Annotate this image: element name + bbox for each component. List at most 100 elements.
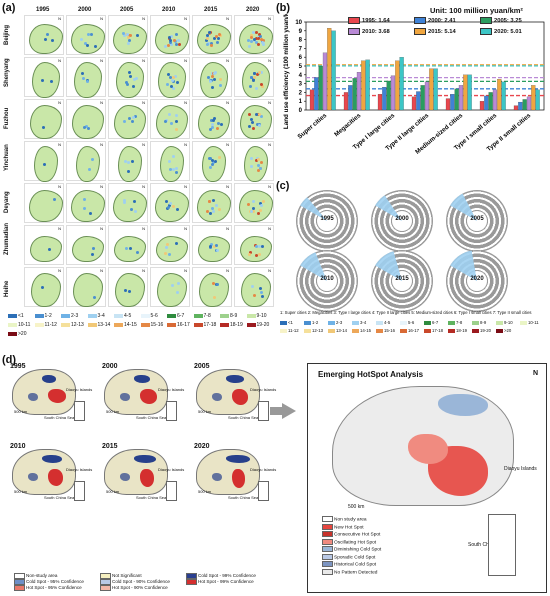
legend-swatch	[114, 313, 123, 318]
land-efficiency-patch	[175, 290, 179, 294]
islands-label: Diaoyu Islands	[250, 467, 277, 472]
y-tick-label: 9	[299, 29, 303, 35]
legend-text: 15-16	[150, 322, 164, 328]
legend-text: 7-8	[203, 313, 211, 319]
map-cell-yinchuan-1995: N	[24, 141, 64, 182]
south-china-sea-inset	[258, 401, 269, 421]
land-efficiency-patch	[259, 83, 263, 87]
land-efficiency-patch	[258, 201, 262, 205]
land-efficiency-patch	[257, 33, 261, 37]
ring-legend-item: 11-12	[280, 328, 299, 333]
legend-item: 3-4	[87, 313, 105, 319]
bar-2020-4	[467, 74, 472, 111]
bar-2005-4	[454, 88, 459, 111]
hotspot-legend-item: Non-study area	[14, 573, 57, 579]
legend-swatch	[280, 321, 287, 325]
panel-a-legend: <1 1-2 2-3 3-4 4-5 5-6 6-7 7-8 8-9 9-10 10-11 11-12…	[8, 313, 273, 343]
land-efficiency-patch	[175, 127, 179, 131]
bar-1995-0	[309, 89, 315, 111]
north-arrow-icon: N	[226, 142, 229, 147]
legend-swatch	[220, 322, 229, 327]
legend-swatch	[304, 329, 311, 333]
ring-legend-item: 13-14	[328, 328, 347, 333]
city-boundary-shape	[76, 146, 100, 182]
north-arrow-icon: N	[100, 226, 103, 231]
land-efficiency-patch	[210, 74, 214, 78]
map-cell-deyang-2015: N	[192, 183, 232, 223]
map-cell-fuzhou-2020: N	[234, 99, 274, 139]
land-efficiency-patch	[247, 124, 251, 128]
legend-swatch	[322, 523, 333, 530]
year-label-1995: 1995	[36, 7, 50, 13]
land-efficiency-patch	[125, 247, 129, 251]
legend-text: Cold Spot - 90% Confidence	[112, 579, 170, 585]
city-boundary-shape	[72, 105, 104, 139]
city-label-heihe: Heihe	[4, 280, 10, 297]
land-efficiency-patch	[127, 161, 131, 165]
map-cell-beijing-2020: N	[234, 15, 274, 55]
legend-swatch	[220, 313, 229, 318]
land-efficiency-patch	[260, 85, 264, 89]
land-efficiency-patch	[251, 78, 255, 82]
cold-spot-region	[212, 473, 222, 481]
map-cell-yinchuan-2015: N	[192, 141, 232, 182]
china-map-shape	[12, 369, 76, 415]
land-efficiency-patch	[258, 113, 262, 117]
legend-text: No Pattern Detected	[334, 569, 378, 575]
ring-legend-item: 7-8	[448, 320, 462, 325]
land-efficiency-patch	[48, 248, 52, 252]
land-efficiency-patch	[134, 114, 138, 118]
north-arrow-icon: N	[226, 58, 229, 63]
cold-spot-region	[120, 473, 130, 481]
land-efficiency-patch	[51, 39, 55, 43]
north-arrow-icon: N	[142, 142, 145, 147]
chart-legend-item: 2000: 2.41	[414, 17, 456, 24]
map-cell-beijing-2015: N	[192, 15, 232, 55]
land-efficiency-patch	[164, 251, 167, 255]
bar-1995-2	[377, 94, 383, 111]
hotspot-legend-item: Not Significant	[100, 573, 142, 579]
land-efficiency-patch	[175, 242, 179, 246]
city-boundary-shape	[160, 146, 184, 182]
legend-swatch	[193, 322, 203, 327]
land-efficiency-patch	[208, 166, 212, 170]
city-boundary-shape	[198, 236, 230, 262]
north-arrow-icon: N	[58, 184, 61, 189]
cold-spot-region	[438, 394, 488, 416]
ehsa-title: Emerging HotSpot Analysis	[318, 370, 424, 379]
legend-swatch	[304, 321, 311, 325]
land-efficiency-patch	[127, 289, 131, 293]
land-efficiency-patch	[247, 113, 251, 117]
ehsa-legend-item: No Pattern Detected	[322, 568, 378, 575]
land-efficiency-patch	[172, 86, 176, 90]
land-efficiency-patch	[260, 114, 264, 118]
ring-year-label: 1995	[320, 216, 334, 222]
hot-spot-region	[140, 469, 154, 487]
panel-b-legend: 1995: 1.64 2000: 2.41 2005: 3.25 2010: 3.68…	[348, 17, 548, 41]
ring-legend-item: 19-20	[472, 328, 491, 333]
land-efficiency-patch	[127, 41, 131, 45]
bar-2010-5	[492, 89, 498, 111]
land-efficiency-patch	[249, 250, 253, 254]
islands-label: Diaoyu Islands	[158, 467, 185, 472]
land-efficiency-patch	[172, 155, 176, 159]
map-cell-zhumadian-1995: N	[24, 225, 64, 265]
land-efficiency-patch	[135, 250, 139, 254]
land-efficiency-patch	[164, 245, 168, 249]
bar-2000-0	[314, 77, 319, 111]
land-efficiency-patch	[168, 168, 172, 172]
north-arrow-icon: N	[268, 184, 271, 189]
chart-legend-item: 2015: 5.14	[414, 28, 456, 35]
land-efficiency-patch	[250, 164, 254, 168]
scale-bar: 500 km	[348, 504, 365, 510]
map-cell-zhumadian-2020: N	[234, 225, 274, 265]
legend-text: 8-9	[230, 313, 238, 319]
north-arrow-icon: N	[226, 16, 229, 21]
bar-2015-2	[395, 60, 400, 111]
city-boundary-shape	[30, 105, 62, 139]
legend-swatch	[376, 329, 383, 333]
bar-2020-5	[501, 81, 506, 111]
ring-legend-item: 12-13	[304, 328, 323, 333]
land-efficiency-patch	[213, 116, 217, 120]
city-boundary-shape	[240, 105, 272, 139]
